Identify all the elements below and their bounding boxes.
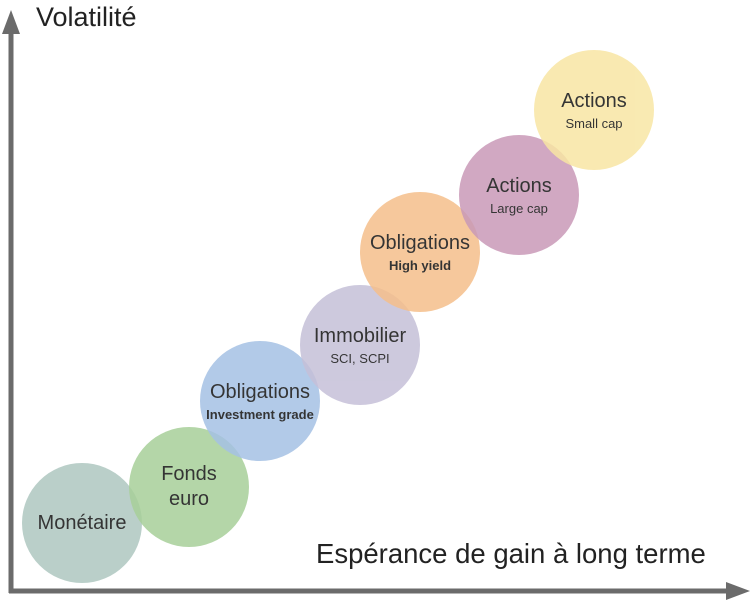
asset-bubble: Fonds euro (129, 427, 249, 547)
asset-detail: SCI, SCPI (330, 350, 390, 366)
asset-bubble: Actions Small cap (534, 50, 654, 170)
asset-bubble: Monétaire (22, 463, 142, 583)
asset-name: Fonds euro (161, 463, 217, 510)
asset-detail: High yield (388, 257, 452, 273)
asset-name: Actions (486, 174, 552, 197)
x-axis-label: Espérance de gain à long terme (316, 538, 706, 569)
y-axis-label: Volatilité (36, 2, 137, 32)
asset-bubble: Obligations Investment grade (200, 341, 320, 461)
asset-name: Obligations (209, 380, 311, 403)
x-axis-arrowhead (726, 582, 750, 600)
asset-detail: Large cap (490, 200, 548, 216)
y-axis-arrowhead (2, 10, 20, 34)
asset-name: Immobilier (313, 324, 407, 347)
asset-detail: Investment grade (206, 406, 314, 422)
asset-name: Monétaire (37, 511, 127, 534)
asset-name: Obligations (369, 231, 471, 254)
asset-detail: Small cap (565, 115, 623, 131)
asset-name: Actions (561, 89, 627, 112)
asset-bubble: Obligations High yield (360, 192, 480, 312)
